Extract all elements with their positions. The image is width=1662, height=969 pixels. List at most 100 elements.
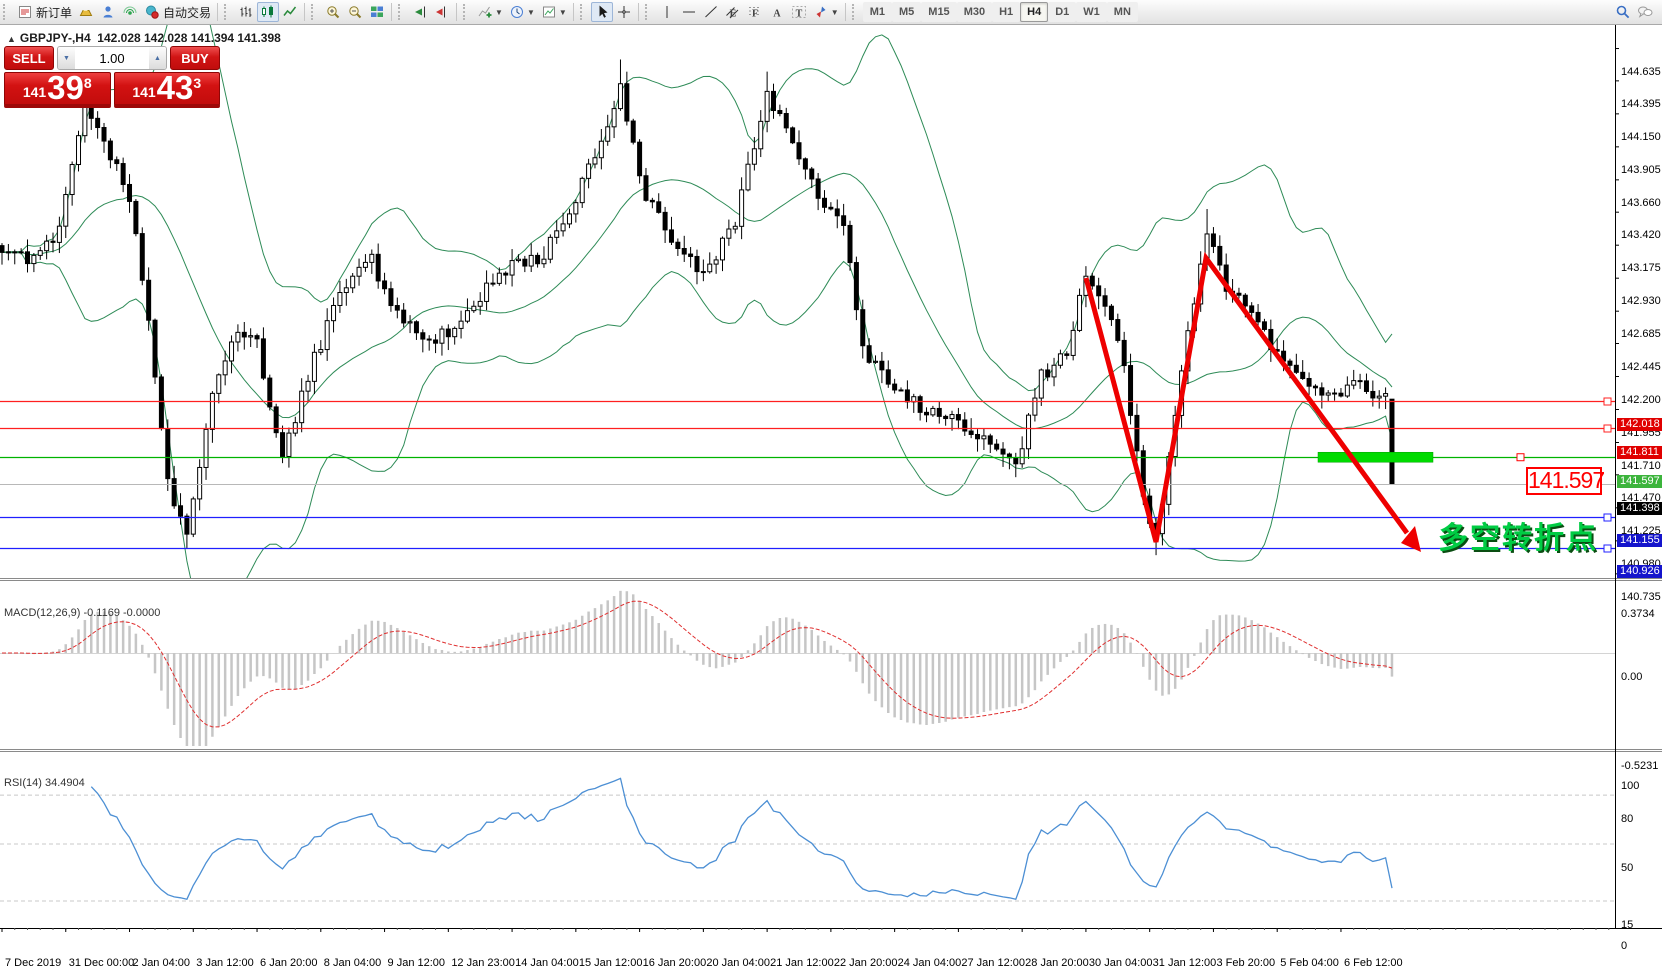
candlestick-chart-button[interactable] — [257, 2, 279, 22]
price-label-box[interactable]: 141.597 — [1526, 467, 1602, 495]
time-axis-label: 6 Jan 20:00 — [260, 957, 318, 969]
vertical-line-button[interactable] — [656, 2, 678, 22]
chat-icon-button[interactable] — [1634, 2, 1656, 22]
toolbar-drag-handle[interactable] — [463, 4, 470, 20]
toolbar-drag-handle[interactable] — [311, 4, 318, 20]
key-level-highlight-bar[interactable] — [1318, 452, 1433, 462]
time-axis-label: 3 Jan 12:00 — [196, 957, 254, 969]
line-handle-icon[interactable] — [1604, 514, 1611, 521]
turning-point-annotation[interactable]: 多空转折点 — [1438, 513, 1598, 557]
periods-button[interactable]: ▼ — [506, 2, 538, 22]
line-handle-icon[interactable] — [1517, 454, 1524, 461]
tile-windows-button[interactable] — [366, 2, 388, 22]
indicators-button[interactable]: ▼ — [474, 2, 506, 22]
equidistant-channel-button[interactable]: E — [722, 2, 744, 22]
toolbar-drag-handle[interactable] — [398, 4, 405, 20]
zoom-out-button[interactable] — [344, 2, 366, 22]
price-tick-label: 141.710 — [1621, 460, 1661, 472]
timeframe-mn-button[interactable]: MN — [1107, 2, 1138, 22]
time-axis-label: 9 Jan 12:00 — [388, 957, 446, 969]
signals-icon[interactable] — [119, 2, 141, 22]
sell-button[interactable]: SELL — [4, 46, 54, 70]
accounts-icon-icon — [100, 4, 116, 20]
chart-shift-button[interactable] — [431, 2, 453, 22]
search-icon — [1615, 4, 1631, 20]
candles — [0, 59, 1394, 555]
text-label-button[interactable]: T — [788, 2, 810, 22]
timeframe-d1-button[interactable]: D1 — [1048, 2, 1076, 22]
timeframe-m1-button[interactable]: M1 — [863, 2, 892, 22]
bar-chart-button[interactable] — [235, 2, 257, 22]
price-tick-label: 143.905 — [1621, 164, 1661, 176]
cursor-icon — [594, 4, 610, 20]
macd-signal-line — [2, 601, 1392, 727]
line-chart-button[interactable] — [279, 2, 301, 22]
rsi-tick-label: 100 — [1621, 780, 1639, 792]
arrows-button[interactable]: ▼ — [810, 2, 842, 22]
rsi-panel[interactable] — [0, 778, 1615, 901]
timeframe-m15-button[interactable]: M15 — [921, 2, 956, 22]
price-chart-canvas[interactable] — [0, 24, 1662, 947]
timeframe-m5-button[interactable]: M5 — [892, 2, 921, 22]
zoom-in-button[interactable] — [322, 2, 344, 22]
buy-button[interactable]: BUY — [170, 46, 220, 70]
toolbar-button-label: 自动交易 — [163, 4, 211, 21]
macd-panel[interactable] — [0, 591, 1615, 746]
timeframe-h1-button[interactable]: H1 — [992, 2, 1020, 22]
time-axis-label: 28 Jan 20:00 — [1025, 957, 1089, 969]
timeframe-m30-button[interactable]: M30 — [957, 2, 992, 22]
ohlc-values: 142.028 142.028 141.394 141.398 — [97, 31, 281, 45]
volume-increase-button[interactable]: ▲ — [149, 47, 166, 69]
autotrading-icon — [144, 4, 160, 20]
chevron-down-icon[interactable]: ▼ — [559, 8, 567, 17]
time-axis-label: 24 Jan 04:00 — [898, 957, 962, 969]
chart-window[interactable]: ▲GBPJPY-,H4 142.028 142.028 141.394 141.… — [0, 24, 1662, 947]
search-icon-button[interactable] — [1612, 2, 1634, 22]
timeframe-h4-button[interactable]: H4 — [1020, 2, 1048, 22]
text-button[interactable]: A — [766, 2, 788, 22]
toolbar-drag-handle[interactable] — [224, 4, 231, 20]
buy-price-big: 43 — [157, 73, 194, 103]
time-axis-label: 15 Jan 12:00 — [579, 957, 643, 969]
line-handle-icon[interactable] — [1604, 545, 1611, 552]
toolbar-drag-handle[interactable] — [3, 4, 10, 20]
price-tick-label: 140.735 — [1621, 591, 1661, 603]
accounts-icon[interactable] — [97, 2, 119, 22]
time-axis-label: 21 Jan 12:00 — [770, 957, 834, 969]
trendline-button[interactable] — [700, 2, 722, 22]
main-panel[interactable] — [0, 24, 1615, 621]
autotrading-button[interactable]: 自动交易 — [141, 2, 214, 22]
new-order-button[interactable]: 新订单 — [14, 2, 75, 22]
gold-icon-icon — [78, 4, 94, 20]
chevron-down-icon[interactable]: ▼ — [527, 8, 535, 17]
auto-scroll-button[interactable] — [409, 2, 431, 22]
timeframe-w1-button[interactable]: W1 — [1076, 2, 1107, 22]
horizontal-line-button[interactable] — [678, 2, 700, 22]
new-order-icon — [17, 4, 33, 20]
collapse-panel-icon[interactable]: ▲ — [7, 34, 16, 44]
price-tick-label: 143.660 — [1621, 197, 1661, 209]
crosshair-button[interactable] — [613, 2, 635, 22]
rsi-tick-label: 50 — [1621, 862, 1633, 874]
line-handle-icon[interactable] — [1604, 398, 1611, 405]
line-handle-icon[interactable] — [1604, 425, 1611, 432]
gold-icon[interactable] — [75, 2, 97, 22]
templates-button[interactable]: ▼ — [538, 2, 570, 22]
equidistant-channel-icon: E — [725, 4, 741, 20]
chevron-down-icon[interactable]: ▼ — [831, 8, 839, 17]
toolbar-drag-handle[interactable] — [580, 4, 587, 20]
toolbar-drag-handle[interactable] — [645, 4, 652, 20]
volume-input[interactable] — [75, 47, 149, 69]
chevron-down-icon[interactable]: ▼ — [495, 8, 503, 17]
macd-indicator-label: MACD(12,26,9) -0.1169 -0.0000 — [4, 607, 160, 619]
crosshair-icon — [616, 4, 632, 20]
volume-decrease-button[interactable]: ▼ — [58, 47, 75, 69]
cursor-button[interactable] — [591, 2, 613, 22]
macd-tick-label: 0.00 — [1621, 671, 1642, 683]
chart-title: ▲GBPJPY-,H4 142.028 142.028 141.394 141.… — [7, 31, 281, 45]
fibonacci-button[interactable]: F — [744, 2, 766, 22]
price-tick-label: 144.150 — [1621, 131, 1661, 143]
